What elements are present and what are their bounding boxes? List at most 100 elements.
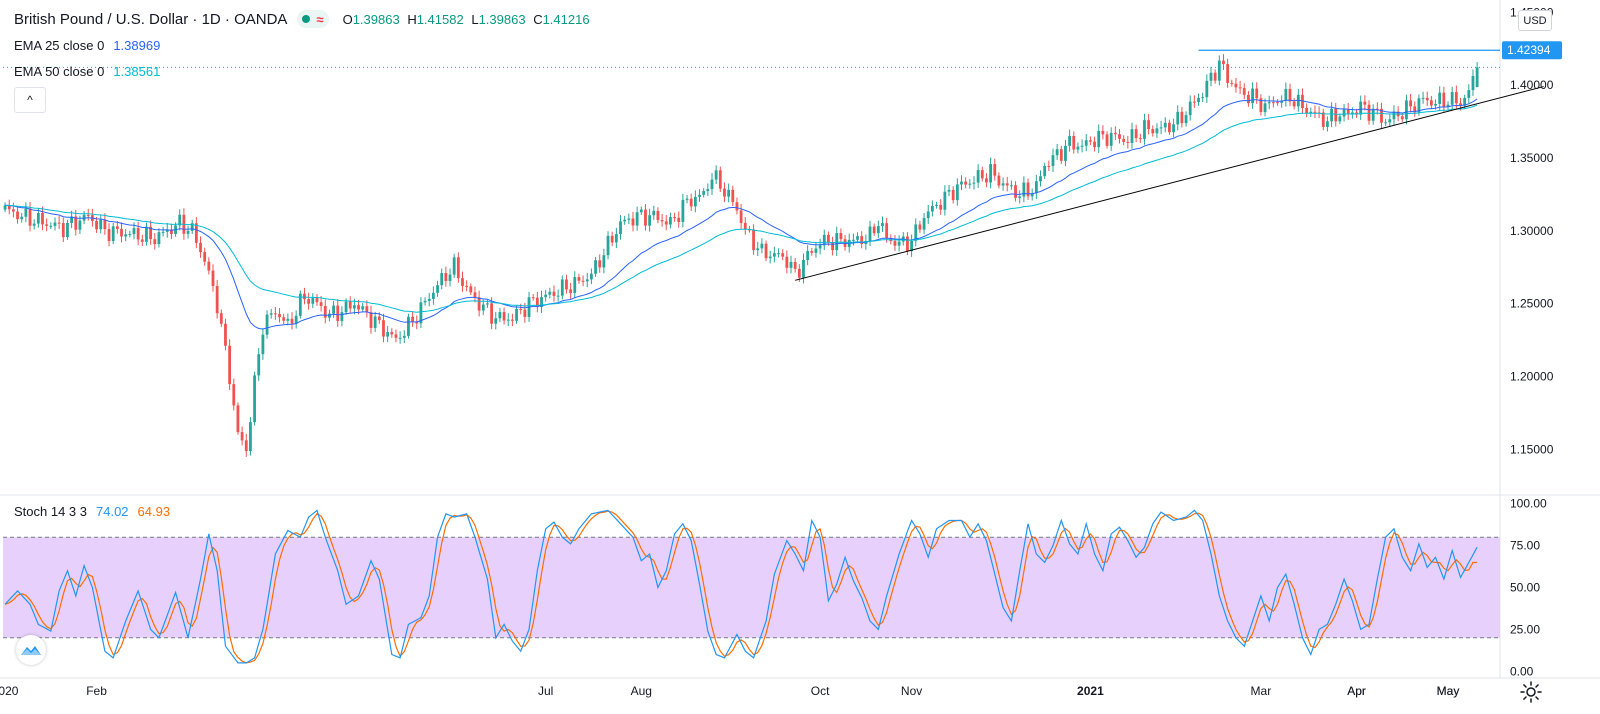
ohlc-high-value: 1.41582 bbox=[416, 11, 464, 27]
candle bbox=[1305, 103, 1309, 118]
collapse-legend-button[interactable]: ^ bbox=[14, 87, 46, 113]
ema25-legend[interactable]: EMA 25 close 0 1.38969 bbox=[14, 38, 160, 53]
candle-body bbox=[481, 304, 485, 311]
candle-body bbox=[1326, 121, 1329, 127]
candle-body bbox=[178, 214, 182, 226]
candle-body bbox=[1271, 102, 1275, 104]
candle-body bbox=[660, 220, 664, 222]
candle bbox=[1026, 178, 1030, 200]
candle-body bbox=[473, 292, 477, 298]
candle-body bbox=[569, 289, 573, 293]
candle-body bbox=[827, 234, 830, 243]
candle-body bbox=[1039, 176, 1042, 182]
candle-body bbox=[1134, 129, 1138, 139]
market-status-badge[interactable]: ≈ bbox=[297, 10, 329, 28]
candle-body bbox=[623, 219, 627, 222]
market-open-dot-icon bbox=[302, 15, 311, 23]
candle bbox=[1405, 94, 1408, 125]
candle-body bbox=[132, 228, 136, 235]
candle-body bbox=[498, 312, 502, 319]
price-axis-label: 1.30000 bbox=[1510, 224, 1554, 238]
candle bbox=[336, 299, 340, 327]
candle bbox=[477, 290, 481, 317]
candle-body bbox=[352, 305, 356, 309]
candle bbox=[407, 313, 410, 339]
candle bbox=[236, 402, 240, 435]
candle bbox=[190, 219, 194, 235]
currency-button[interactable]: USD bbox=[1518, 10, 1552, 31]
candle-body bbox=[552, 291, 556, 296]
tradingview-logo[interactable] bbox=[16, 635, 46, 665]
candle-body bbox=[70, 216, 74, 224]
candle-body bbox=[157, 232, 161, 245]
candle bbox=[1076, 142, 1080, 154]
candle bbox=[976, 164, 980, 188]
candle bbox=[997, 172, 1001, 189]
ohlc-close-value: 1.41216 bbox=[542, 11, 590, 27]
candle bbox=[1039, 170, 1042, 187]
candle bbox=[1230, 79, 1234, 87]
candle-body bbox=[382, 320, 385, 337]
candle-body bbox=[673, 217, 676, 219]
stoch-d-line bbox=[4, 510, 1478, 664]
candle-body bbox=[689, 198, 693, 207]
candle bbox=[1018, 190, 1022, 204]
candle-body bbox=[706, 189, 710, 192]
candle bbox=[481, 299, 485, 316]
candle-body bbox=[407, 316, 410, 336]
candle-body bbox=[748, 229, 751, 231]
candle bbox=[1321, 108, 1325, 131]
candle-body bbox=[1292, 101, 1296, 107]
stoch-legend[interactable]: Stoch 14 3 3 74.02 64.93 bbox=[14, 504, 170, 519]
candle-body bbox=[1126, 141, 1130, 143]
gear-icon[interactable] bbox=[1519, 680, 1543, 704]
candle-body bbox=[1143, 120, 1146, 139]
candle bbox=[1463, 94, 1467, 109]
candle bbox=[211, 264, 215, 292]
candle bbox=[565, 274, 568, 294]
ema50-legend[interactable]: EMA 50 close 0 1.38561 bbox=[14, 64, 160, 79]
stoch-d-value: 64.93 bbox=[137, 504, 171, 519]
candle bbox=[731, 185, 735, 206]
candle-body bbox=[1276, 102, 1279, 104]
candle-body bbox=[294, 315, 298, 324]
candle-body bbox=[53, 222, 57, 226]
candle-body bbox=[1168, 122, 1171, 133]
candle-body bbox=[66, 223, 69, 238]
candle-body bbox=[103, 219, 107, 230]
candle-body bbox=[1105, 134, 1109, 146]
candle-body bbox=[598, 260, 602, 268]
candle-body bbox=[594, 260, 597, 274]
candle bbox=[693, 190, 697, 213]
candle-body bbox=[810, 251, 814, 253]
candle-body bbox=[1450, 92, 1454, 105]
candle-body bbox=[1425, 97, 1429, 101]
symbol-title: British Pound / U.S. Dollar · 1D · OANDA bbox=[14, 10, 288, 28]
candle bbox=[394, 329, 398, 343]
candle bbox=[993, 158, 997, 181]
candle bbox=[303, 287, 306, 305]
candle bbox=[207, 257, 211, 275]
candle-body bbox=[577, 277, 581, 281]
candle-body bbox=[1459, 103, 1462, 106]
candle bbox=[107, 223, 111, 247]
candle bbox=[1159, 120, 1163, 135]
candle bbox=[1359, 95, 1363, 121]
candle bbox=[985, 173, 988, 188]
candle-body bbox=[980, 170, 984, 179]
candle-body bbox=[910, 240, 913, 252]
candle bbox=[1147, 114, 1151, 135]
candle bbox=[560, 275, 564, 300]
candle bbox=[1051, 148, 1055, 173]
candle bbox=[922, 212, 926, 235]
candle bbox=[402, 330, 406, 343]
candle bbox=[627, 213, 631, 225]
candle bbox=[249, 417, 252, 456]
candle-body bbox=[818, 245, 822, 249]
candle-body bbox=[1201, 97, 1205, 99]
candle-body bbox=[989, 164, 993, 183]
candle bbox=[718, 166, 722, 192]
candle bbox=[1429, 96, 1433, 110]
candle-body bbox=[1338, 116, 1342, 122]
